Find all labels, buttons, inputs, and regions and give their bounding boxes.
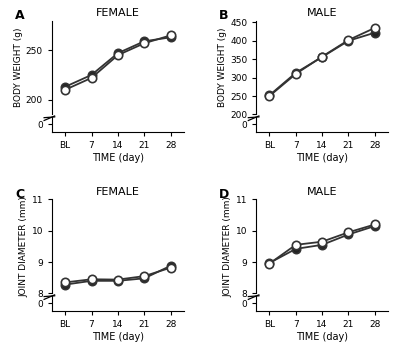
X-axis label: TIME (day): TIME (day) xyxy=(92,332,144,342)
Title: FEMALE: FEMALE xyxy=(96,187,140,197)
Y-axis label: JOINT DIAMETER (mm): JOINT DIAMETER (mm) xyxy=(224,196,233,297)
Y-axis label: JOINT DIAMETER (mm): JOINT DIAMETER (mm) xyxy=(20,196,29,297)
X-axis label: TIME (day): TIME (day) xyxy=(296,332,348,342)
X-axis label: TIME (day): TIME (day) xyxy=(92,153,144,163)
Y-axis label: BODY WEIGHT (g): BODY WEIGHT (g) xyxy=(14,28,23,107)
Title: FEMALE: FEMALE xyxy=(96,8,140,18)
Text: C: C xyxy=(15,188,24,201)
X-axis label: TIME (day): TIME (day) xyxy=(296,153,348,163)
Title: MALE: MALE xyxy=(307,8,337,18)
Y-axis label: BODY WEIGHT (g): BODY WEIGHT (g) xyxy=(218,28,227,107)
Text: B: B xyxy=(219,9,229,22)
Text: A: A xyxy=(15,9,25,22)
Text: D: D xyxy=(219,188,230,201)
Title: MALE: MALE xyxy=(307,187,337,197)
